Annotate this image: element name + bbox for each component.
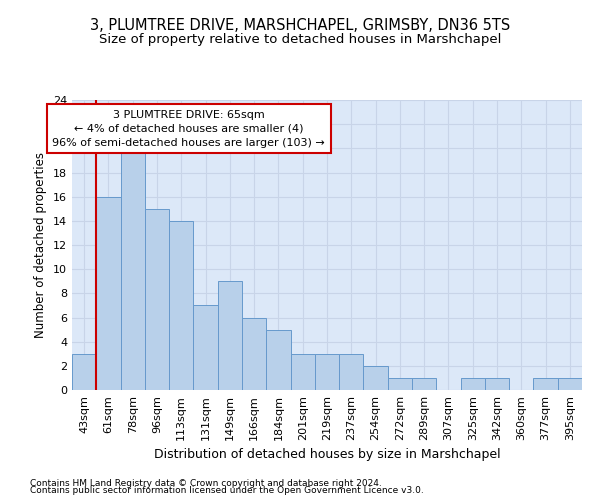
Bar	[558, 378, 582, 390]
Text: Contains public sector information licensed under the Open Government Licence v3: Contains public sector information licen…	[30, 486, 424, 495]
Bar	[364, 366, 388, 390]
Text: Size of property relative to detached houses in Marshchapel: Size of property relative to detached ho…	[99, 32, 501, 46]
Bar	[193, 306, 218, 390]
Bar	[145, 209, 169, 390]
Bar	[290, 354, 315, 390]
Text: 3 PLUMTREE DRIVE: 65sqm
← 4% of detached houses are smaller (4)
96% of semi-deta: 3 PLUMTREE DRIVE: 65sqm ← 4% of detached…	[52, 110, 325, 148]
Bar	[121, 148, 145, 390]
Bar	[242, 318, 266, 390]
Bar	[485, 378, 509, 390]
Bar	[72, 354, 96, 390]
Bar	[533, 378, 558, 390]
Bar	[96, 196, 121, 390]
Text: Contains HM Land Registry data © Crown copyright and database right 2024.: Contains HM Land Registry data © Crown c…	[30, 478, 382, 488]
Bar	[315, 354, 339, 390]
Bar	[388, 378, 412, 390]
Y-axis label: Number of detached properties: Number of detached properties	[34, 152, 47, 338]
Bar	[266, 330, 290, 390]
Text: 3, PLUMTREE DRIVE, MARSHCHAPEL, GRIMSBY, DN36 5TS: 3, PLUMTREE DRIVE, MARSHCHAPEL, GRIMSBY,…	[90, 18, 510, 32]
Bar	[218, 281, 242, 390]
Bar	[169, 221, 193, 390]
Bar	[412, 378, 436, 390]
Bar	[461, 378, 485, 390]
X-axis label: Distribution of detached houses by size in Marshchapel: Distribution of detached houses by size …	[154, 448, 500, 462]
Bar	[339, 354, 364, 390]
